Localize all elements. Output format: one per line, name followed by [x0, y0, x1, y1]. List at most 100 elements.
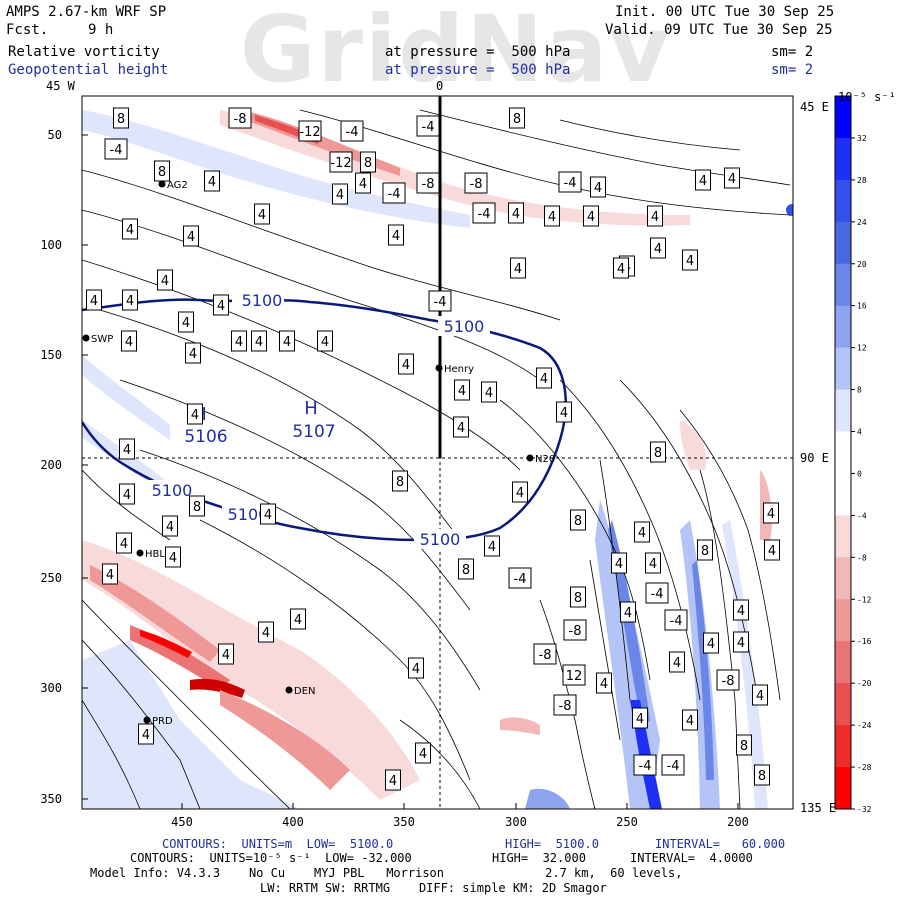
station-dot — [82, 334, 90, 342]
colorbar: 32 28 24 20 16 12 8 4 0 -4 -8 -12 -16 -20 -24 -28 -32 — [834, 95, 872, 814]
vorticity-label-box — [590, 176, 606, 198]
vorticity-label-box — [86, 289, 102, 311]
colorbar-swatch — [835, 473, 851, 516]
vorticity-label: 4 — [142, 728, 150, 743]
footer-height-contours: CONTOURS: UNITS=m LOW= 5100.0 — [162, 838, 393, 851]
vorticity-label: 4 — [389, 774, 397, 789]
vorticity-label: 4 — [737, 604, 745, 619]
vorticity-label-box — [416, 115, 440, 137]
vorticity-label-box — [251, 330, 267, 352]
vorticity-label: -8 — [559, 699, 572, 714]
vorticity-label-box — [157, 269, 173, 291]
vorticity-label-box — [258, 621, 274, 643]
vorticity-label-box — [509, 107, 525, 129]
vorticity-label: 4 — [728, 172, 736, 187]
x-tick-label: 400 — [282, 815, 304, 829]
footer-height-interval: INTERVAL= 60.000 — [655, 837, 786, 851]
vorticity-label: 4 — [258, 208, 266, 223]
vorticity-label-box — [508, 202, 524, 224]
vorticity-label: 4 — [512, 207, 520, 222]
colorbar-swatch — [835, 137, 851, 181]
vorticity-label: 4 — [191, 408, 199, 423]
vorticity-label-box — [481, 381, 497, 403]
vorticity-label-box — [562, 664, 586, 686]
vorticity-label-box — [682, 709, 698, 731]
colorbar-swatch — [835, 305, 851, 349]
colorbar-swatch — [835, 641, 851, 684]
station-label: DEN — [294, 686, 316, 697]
vorticity-label: -8 — [722, 674, 735, 689]
colorbar-unit: 10⁻⁵ s⁻¹ — [838, 90, 896, 104]
vorticity-label-box — [119, 483, 135, 505]
vorticity-label: 4 — [321, 335, 329, 350]
vorticity-label: -4 — [388, 187, 401, 202]
vorticity-label-box — [647, 205, 663, 227]
vorticity-label-box — [398, 353, 414, 375]
vorticity-label-box — [162, 515, 178, 537]
vorticity-label: -4 — [110, 143, 123, 158]
colorbar-swatch — [835, 179, 851, 223]
vorticity-label: 4 — [208, 175, 216, 190]
vorticity-label-box — [650, 441, 666, 463]
vorticity-label-box — [415, 742, 431, 764]
vorticity-label: 4 — [600, 677, 608, 692]
vorticity-label: 4 — [654, 242, 662, 257]
station-label: HBL — [145, 549, 165, 560]
vorticity-label: 8 — [740, 739, 748, 754]
vorticity-label-box — [508, 567, 532, 589]
vorticity-label: 4 — [516, 486, 524, 501]
vorticity-label: 4 — [673, 656, 681, 671]
vorticity-label: 12 — [566, 669, 583, 684]
vorticity-label-box — [165, 546, 181, 568]
vorticity-label: 4 — [90, 294, 98, 309]
vorticity-label: 4 — [161, 274, 169, 289]
vorticity-label: 4 — [699, 174, 707, 189]
vorticity-label-box — [536, 367, 552, 389]
vorticity-label: -8 — [234, 112, 247, 127]
vorticity-label-box — [472, 202, 496, 224]
vorticity-label: 4 — [187, 230, 195, 245]
vorticity-label-box — [228, 107, 252, 129]
y-tick-label: 50 — [48, 128, 62, 142]
gridnav-watermark: GridNav — [240, 0, 672, 103]
vorticity-label-box — [613, 257, 629, 279]
y-tick-label: 350 — [40, 792, 62, 806]
colorbar-tick-label: 16 — [857, 302, 867, 311]
vorticity-label-box — [596, 672, 612, 694]
vorticity-label: -4 — [434, 295, 447, 310]
vorticity-label-box — [695, 169, 711, 191]
vorticity-label-box — [213, 294, 229, 316]
station-dot — [143, 716, 151, 724]
colorbar-swatch — [835, 725, 851, 768]
vorticity-label-box — [382, 182, 406, 204]
vorticity-label: 8 — [574, 514, 582, 529]
vorticity-label: 8 — [758, 769, 766, 784]
lon-label-135e: 135 E — [800, 801, 836, 815]
vorticity-label: 8 — [396, 475, 404, 490]
vorticity-label: 4 — [636, 712, 644, 727]
vorticity-label-box — [119, 438, 135, 460]
vorticity-label-box — [634, 521, 650, 543]
x-tick-label: 200 — [727, 815, 749, 829]
vorticity-label-box — [570, 509, 586, 531]
vorticity-label: 4 — [125, 335, 133, 350]
colorbar-tick-label: -28 — [857, 763, 872, 772]
y-axis-labels: 50 100 150 200 250 300 350 — [40, 128, 62, 806]
colorbar-tick-label: 24 — [857, 218, 867, 227]
vorticity-label: -4 — [651, 587, 664, 602]
vorticity-label: 4 — [402, 358, 410, 373]
footer-vorticity-high: HIGH= 32.000 — [492, 851, 586, 865]
vorticity-label-box — [645, 552, 661, 574]
vorticity-label-box — [254, 203, 270, 225]
vorticity-label: 4 — [126, 294, 134, 309]
y-tick-label: 300 — [40, 681, 62, 695]
x-tick-label: 250 — [616, 815, 638, 829]
vorticity-label: 4 — [264, 508, 272, 523]
y-tick-label: 250 — [40, 571, 62, 585]
vorticity-label: 4 — [651, 210, 659, 225]
field-name-vorticity: Relative vorticity — [8, 44, 160, 60]
colorbar-tick-label: -20 — [857, 679, 872, 688]
init-time: Init. 00 UTC Tue 30 Sep 25 — [615, 4, 835, 20]
vorticity-label-box — [682, 249, 698, 271]
